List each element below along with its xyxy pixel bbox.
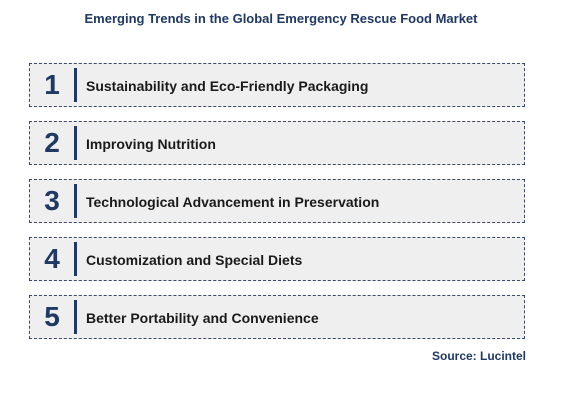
trend-number: 4	[44, 243, 60, 274]
trend-label: Sustainability and Eco-Friendly Packagin…	[86, 78, 369, 94]
trend-label: Customization and Special Diets	[86, 252, 303, 268]
trend-item-5: 5 Better Portability and Convenience	[29, 295, 525, 339]
trend-number: 1	[44, 69, 60, 100]
trend-label: Improving Nutrition	[86, 136, 216, 152]
trend-item-2: 2 Improving Nutrition	[29, 121, 525, 165]
trend-number: 5	[44, 301, 60, 332]
divider-bar	[74, 126, 77, 160]
trend-item-3: 3 Technological Advancement in Preservat…	[29, 179, 525, 223]
divider-bar	[74, 68, 77, 102]
source-note: Source: Lucintel	[431, 349, 526, 363]
trend-number: 3	[44, 185, 60, 216]
trend-item-1: 1 Sustainability and Eco-Friendly Packag…	[29, 63, 525, 107]
trend-label: Better Portability and Convenience	[86, 310, 319, 326]
divider-bar	[74, 300, 77, 334]
diagram-title: Emerging Trends in the Global Emergency …	[84, 11, 478, 26]
divider-bar	[74, 184, 77, 218]
trend-number: 2	[44, 127, 60, 158]
trend-list: 1 Sustainability and Eco-Friendly Packag…	[29, 63, 525, 353]
trend-label: Technological Advancement in Preservatio…	[86, 194, 380, 210]
divider-bar	[74, 242, 77, 276]
trend-item-4: 4 Customization and Special Diets	[29, 237, 525, 281]
